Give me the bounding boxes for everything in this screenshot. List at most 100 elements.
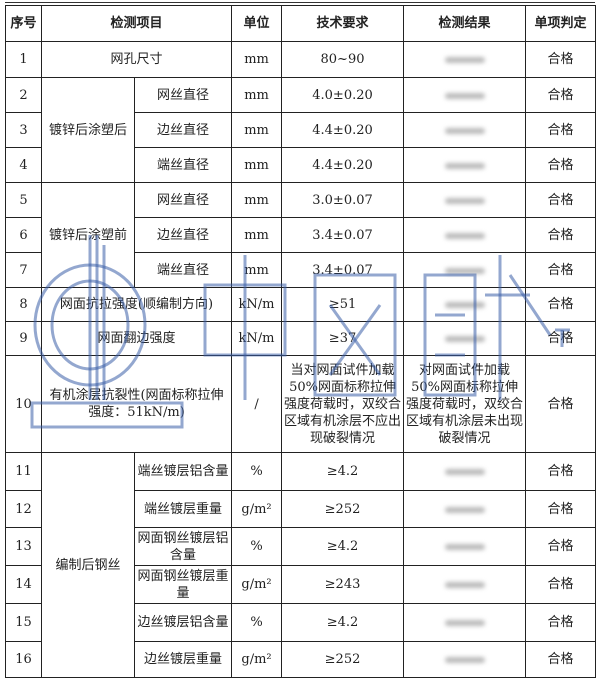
requirement: 80~90: [281, 41, 405, 78]
header-unit: 单位: [231, 5, 283, 42]
unit: %: [231, 603, 283, 642]
item-name: 网面翻边强度: [40, 321, 233, 356]
item-name: 网面钢丝镀层铝含量: [133, 527, 233, 566]
redacted-value: [444, 162, 485, 169]
redacted-value: [444, 582, 485, 588]
item-name: 有机涂层抗裂性(网面标称拉伸强度：51kN/m): [40, 355, 233, 453]
row-number: 2: [5, 77, 42, 113]
header-no: 序号: [5, 5, 42, 42]
item-name: 边丝镀层铝含量: [133, 603, 233, 642]
unit: mm: [231, 182, 283, 218]
requirement: 当对网面试件加载50%网面标称拉伸强度荷载时，双绞合区域有机涂层不应出现破裂情况: [281, 355, 405, 453]
requirement: 3.4±0.07: [281, 252, 405, 288]
unit: %: [231, 527, 283, 566]
table-row: 10 有机涂层抗裂性(网面标称拉伸强度：51kN/m) / 当对网面试件加载50%网面…: [5, 355, 597, 453]
redacted-value: [444, 267, 485, 274]
table-row: 1 网孔尺寸 mm 80~90 合格: [5, 41, 597, 78]
result-redacted: [403, 252, 527, 288]
table-row: 3 边丝直径 mm 4.4±0.20 合格: [5, 112, 597, 148]
requirement: ≥4.2: [281, 527, 405, 566]
table-row: 15 边丝镀层铝含量% ≥4.2 合格: [5, 603, 597, 642]
result-redacted: [403, 41, 527, 78]
verdict: 合格: [525, 452, 597, 491]
result-redacted: [403, 603, 527, 642]
verdict: 合格: [525, 321, 597, 356]
unit: kN/m: [231, 287, 283, 322]
unit: mm: [231, 41, 283, 78]
verdict: 合格: [525, 182, 597, 218]
row-number: 6: [5, 217, 42, 253]
result-redacted: [403, 182, 527, 218]
header-result: 检测结果: [403, 5, 527, 42]
result-redacted: [403, 147, 527, 183]
unit: mm: [231, 217, 283, 253]
unit: mm: [231, 147, 283, 183]
redacted-value: [444, 336, 485, 342]
row-number: 7: [5, 252, 42, 288]
verdict: 合格: [525, 41, 597, 78]
row-number: 1: [5, 41, 42, 78]
verdict: 合格: [525, 287, 597, 322]
group-label: 编制后钢丝: [41, 452, 135, 678]
requirement: ≥252: [281, 490, 405, 528]
item-name: 端丝直径: [133, 147, 233, 183]
item-name: 边丝直径: [133, 217, 233, 253]
redacted-value: [444, 657, 485, 663]
verdict: 合格: [525, 147, 597, 183]
unit: g/m²: [231, 490, 283, 528]
inspection-table: 序号 检测项目 单位 技术要求 检测结果 单项判定 1 网孔尺寸 mm 80~90 合格…: [5, 5, 597, 678]
item-name: 边丝镀层重量: [133, 641, 233, 678]
table-row: 12 端丝镀层重量 g/m² ≥252 合格: [5, 490, 597, 528]
result-redacted: [403, 490, 527, 528]
row-number: 16: [5, 641, 42, 678]
result-redacted: [403, 217, 527, 253]
verdict: 合格: [525, 77, 597, 113]
requirement: 3.0±0.07: [281, 182, 405, 218]
result-redacted: [403, 321, 527, 356]
verdict: 合格: [525, 490, 597, 528]
result-redacted: [403, 565, 527, 604]
result: 对网面试件加载50%网面标称拉伸强度荷载时，双绞合区域有机涂层未出现破裂情况: [403, 355, 527, 453]
row-number: 3: [5, 112, 42, 148]
redacted-value: [444, 197, 485, 204]
unit: mm: [231, 77, 283, 113]
table-row: 13 网面钢丝镀层铝含量% ≥4.2 合格: [5, 527, 597, 566]
item-name: 网丝直径: [133, 77, 233, 113]
header-verdict: 单项判定: [525, 5, 597, 42]
redacted-value: [444, 469, 485, 475]
item-name: 网丝直径: [133, 182, 233, 218]
requirement: ≥51: [281, 287, 405, 322]
verdict: 合格: [525, 603, 597, 642]
group-label: 镀锌后涂塑后: [41, 77, 135, 183]
table-row: 14 网面钢丝镀层重量 g/m² ≥243 合格: [5, 565, 597, 604]
table-row: 11 编制后钢丝 端丝镀层铝含量% ≥4.2 合格: [5, 452, 597, 678]
item-name: 网面钢丝镀层重量: [133, 565, 233, 604]
unit: kN/m: [231, 321, 283, 356]
table-row: 5 镀锌后涂塑前 网丝直径 mm 3.0±0.07 合格: [5, 182, 597, 288]
verdict: 合格: [525, 252, 597, 288]
row-number: 12: [5, 490, 42, 528]
verdict: 合格: [525, 527, 597, 566]
item-name: 端丝镀层铝含量: [133, 452, 233, 491]
requirement: 4.4±0.20: [281, 112, 405, 148]
verdict: 合格: [525, 217, 597, 253]
item-name: 网孔尺寸: [40, 41, 233, 78]
row-number: 14: [5, 565, 42, 604]
redacted-value: [444, 620, 485, 626]
redacted-value: [444, 57, 485, 63]
requirement: ≥37: [281, 321, 405, 356]
redacted-value: [444, 127, 485, 134]
verdict: 合格: [525, 355, 597, 453]
result-redacted: [403, 641, 527, 678]
result-redacted: [403, 452, 527, 491]
result-redacted: [403, 112, 527, 148]
unit: g/m²: [231, 565, 283, 604]
requirement: 3.4±0.07: [281, 217, 405, 253]
unit: %: [231, 452, 283, 491]
verdict: 合格: [525, 641, 597, 678]
redacted-value: [444, 506, 485, 513]
row-number: 5: [5, 182, 42, 218]
header-row: 序号 检测项目 单位 技术要求 检测结果 单项判定: [5, 5, 597, 42]
requirement: ≥243: [281, 565, 405, 604]
row-number: 4: [5, 147, 42, 183]
